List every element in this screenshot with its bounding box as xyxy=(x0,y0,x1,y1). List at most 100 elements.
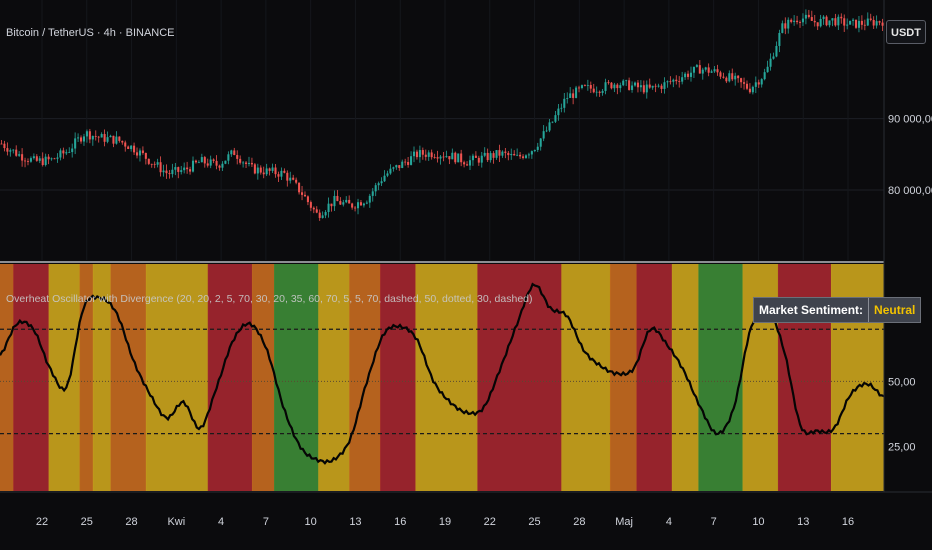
candle-body xyxy=(784,23,787,29)
candle-body xyxy=(150,163,153,165)
candle-body xyxy=(524,155,528,158)
candle-body xyxy=(828,20,831,26)
candle-body xyxy=(351,203,354,208)
candle-body xyxy=(577,87,581,89)
candle-body xyxy=(533,149,536,152)
candle-body xyxy=(457,153,460,163)
candle-body xyxy=(510,153,513,156)
time-axis-label: 22 xyxy=(36,516,48,528)
candle-body xyxy=(442,156,445,158)
candle-body xyxy=(421,150,424,155)
candle-body xyxy=(622,80,625,86)
time-axis-label: 28 xyxy=(125,516,137,528)
candle-body xyxy=(133,145,136,153)
candle-body xyxy=(6,148,9,152)
price-scale[interactable] xyxy=(884,0,932,492)
currency-button[interactable]: USDT xyxy=(886,20,926,44)
candle-body xyxy=(466,164,469,166)
candle-body xyxy=(191,160,195,172)
candle-body xyxy=(728,73,731,82)
candle-body xyxy=(65,152,68,154)
candle-body xyxy=(804,14,807,19)
heat-zone-warm xyxy=(79,264,94,491)
candle-body xyxy=(586,85,589,86)
candle-body xyxy=(271,167,274,171)
heat-zone-overheated xyxy=(477,264,562,491)
candle-body xyxy=(480,155,483,163)
candle-body xyxy=(194,160,197,163)
candle-body xyxy=(654,85,657,87)
time-axis-label: 7 xyxy=(263,516,269,528)
candle-body xyxy=(100,134,103,138)
candle-body xyxy=(333,195,336,207)
candle-body xyxy=(763,72,766,80)
candle-body xyxy=(206,163,209,166)
indicator-title[interactable]: Overheat Oscillator with Divergence (20,… xyxy=(6,293,533,305)
candle-body xyxy=(9,150,12,152)
candle-body xyxy=(704,67,707,70)
candle-body xyxy=(860,20,863,25)
price-axis-label: 90 000,00 xyxy=(888,114,932,126)
candle-body xyxy=(684,73,687,78)
candle-body xyxy=(651,85,654,88)
candle-body xyxy=(772,56,775,59)
candle-body xyxy=(59,150,62,158)
candle-body xyxy=(722,76,725,78)
candle-body xyxy=(342,202,345,205)
candle-body xyxy=(395,165,398,168)
candle-body xyxy=(424,154,427,157)
candle-body xyxy=(239,158,242,163)
candle-body xyxy=(177,167,180,172)
candle-body xyxy=(536,146,539,150)
candle-body xyxy=(769,58,772,67)
heat-zone-warm xyxy=(251,264,275,491)
candle-body xyxy=(174,167,177,170)
price-pane[interactable] xyxy=(0,0,884,260)
heat-zone-overheated xyxy=(636,264,673,491)
time-axis-label: 16 xyxy=(394,516,406,528)
candle-body xyxy=(598,91,601,93)
candle-body xyxy=(144,152,147,159)
candle-body xyxy=(463,162,466,165)
time-axis-labels[interactable]: 22 25 28 Kwi 4 7 10 13 16 19 22 25 28 Maj 4 7 10 13 16 xyxy=(36,516,854,528)
candle-body xyxy=(695,65,698,67)
candle-body xyxy=(801,18,804,23)
candle-body xyxy=(592,88,595,93)
candle-body xyxy=(327,203,330,213)
heat-zone-neutral xyxy=(671,264,699,491)
candle-body xyxy=(648,84,651,88)
candle-body xyxy=(274,167,277,175)
candle-body xyxy=(519,154,522,157)
candle-body xyxy=(85,131,88,137)
time-axis-label: Maj xyxy=(615,516,633,528)
candle-body xyxy=(53,158,56,160)
candle-body xyxy=(542,131,545,139)
candle-body xyxy=(50,158,53,160)
sentiment-divider xyxy=(868,298,870,322)
candle-body xyxy=(242,162,245,164)
candle-body xyxy=(26,161,30,162)
candle-body xyxy=(389,168,392,174)
symbol-title[interactable]: Bitcoin / TetherUS · 4h · BINANCE xyxy=(6,27,175,39)
candle-body xyxy=(445,156,448,158)
time-axis-label: 19 xyxy=(439,516,451,528)
candle-body xyxy=(813,20,816,23)
candle-body xyxy=(218,165,221,168)
candle-body xyxy=(616,84,619,89)
candle-body xyxy=(236,155,239,159)
candle-body xyxy=(731,73,734,80)
candle-body xyxy=(483,152,486,156)
candle-body xyxy=(566,97,569,99)
time-axis-label: 28 xyxy=(573,516,585,528)
candle-body xyxy=(745,83,749,89)
candle-body xyxy=(215,160,218,166)
candle-body xyxy=(675,79,678,82)
candle-body xyxy=(377,183,380,186)
price-axis-label: 80 000,00 xyxy=(888,185,932,197)
candle-body xyxy=(451,152,454,160)
candle-body xyxy=(247,162,251,164)
candle-body xyxy=(15,149,18,156)
candle-body xyxy=(121,140,124,143)
